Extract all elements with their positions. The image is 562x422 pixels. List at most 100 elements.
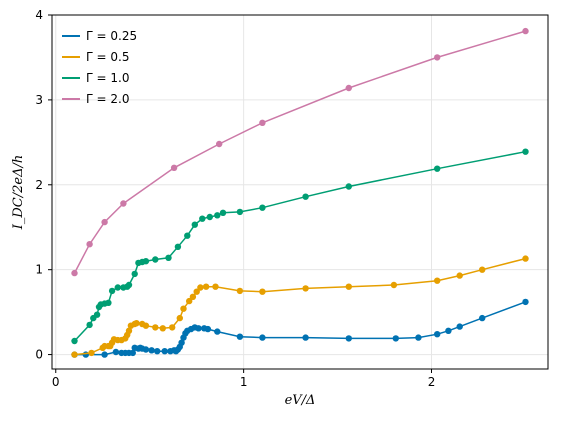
data-point xyxy=(161,348,168,355)
data-point xyxy=(186,297,193,305)
data-point xyxy=(129,349,136,357)
data-point xyxy=(174,243,182,250)
x-axis-label: eV/Δ xyxy=(285,393,316,408)
data-point xyxy=(259,119,266,127)
series-3 xyxy=(71,148,529,345)
data-point xyxy=(236,287,244,295)
data-point xyxy=(176,314,183,322)
data-point xyxy=(259,204,266,211)
data-point xyxy=(114,284,122,291)
data-point xyxy=(259,334,266,341)
data-point xyxy=(191,221,198,228)
data-point xyxy=(522,255,529,262)
grid xyxy=(52,14,548,369)
series-layer xyxy=(71,27,529,358)
legend-label: Γ = 0.25 xyxy=(86,29,137,43)
data-point xyxy=(259,288,266,295)
series-4 xyxy=(71,27,529,277)
data-point xyxy=(390,281,398,289)
data-point xyxy=(195,325,202,332)
data-point xyxy=(105,299,112,306)
data-point xyxy=(148,347,155,354)
data-point xyxy=(93,311,101,318)
data-point xyxy=(71,337,78,345)
y-tick-label: 3 xyxy=(35,93,43,107)
data-point xyxy=(456,272,463,279)
data-point xyxy=(108,287,116,295)
data-point xyxy=(189,293,197,300)
series-1 xyxy=(71,298,529,358)
data-point xyxy=(170,164,178,171)
data-point xyxy=(415,334,422,341)
data-point xyxy=(197,284,204,291)
data-point xyxy=(392,335,399,342)
data-point xyxy=(522,148,529,155)
data-point xyxy=(345,335,352,342)
data-point xyxy=(142,346,150,353)
data-point xyxy=(199,215,206,222)
data-point xyxy=(184,232,191,239)
data-point xyxy=(120,200,127,207)
data-point xyxy=(86,321,93,329)
data-point xyxy=(434,277,441,284)
data-point xyxy=(152,324,159,331)
data-point xyxy=(479,314,486,322)
data-point xyxy=(142,258,150,265)
series-line xyxy=(73,30,526,274)
data-point xyxy=(236,333,244,340)
data-point xyxy=(212,283,219,290)
data-point xyxy=(101,351,108,358)
data-point xyxy=(112,348,120,356)
series-line xyxy=(73,150,526,342)
data-point xyxy=(302,334,309,341)
data-point xyxy=(133,320,140,327)
data-point xyxy=(216,140,223,148)
data-point xyxy=(345,84,352,92)
y-tick-label: 1 xyxy=(35,263,43,277)
y-tick-label: 4 xyxy=(35,8,43,22)
data-point xyxy=(180,305,187,312)
data-point xyxy=(345,183,352,190)
data-point xyxy=(479,266,486,273)
data-point xyxy=(206,213,213,221)
data-point xyxy=(86,241,93,248)
legend-label: Γ = 2.0 xyxy=(86,92,129,106)
data-point xyxy=(456,323,463,330)
legend-label: Γ = 0.5 xyxy=(86,50,129,64)
y-axis-label: I_DC/2eΔ/h xyxy=(11,155,26,231)
data-point xyxy=(165,254,172,261)
legend: Γ = 0.25 Γ = 0.5 Γ = 1.0 Γ = 2.0 xyxy=(62,29,137,106)
data-point xyxy=(71,351,78,358)
data-point xyxy=(236,208,244,216)
data-point xyxy=(142,322,150,329)
ticks: 0 1 2 0 1 2 3 4 xyxy=(35,8,435,389)
data-point xyxy=(125,327,133,334)
data-point xyxy=(302,285,309,292)
y-tick-label: 0 xyxy=(35,348,43,362)
data-point xyxy=(214,328,221,335)
series-2 xyxy=(71,255,529,358)
data-point xyxy=(101,218,108,226)
data-point xyxy=(152,256,159,263)
plot-frame xyxy=(51,14,549,370)
x-tick-label: 2 xyxy=(428,375,436,389)
data-point xyxy=(434,331,441,338)
data-point xyxy=(522,27,529,35)
x-tick-label: 0 xyxy=(52,375,60,389)
data-point xyxy=(214,212,221,219)
data-point xyxy=(159,325,166,332)
data-point xyxy=(434,54,441,61)
data-point xyxy=(445,327,452,334)
data-point xyxy=(88,349,95,357)
data-point xyxy=(154,348,161,355)
data-point xyxy=(71,269,78,277)
data-point xyxy=(204,325,212,333)
data-point xyxy=(202,283,210,290)
data-point xyxy=(169,324,176,331)
x-tick-label: 1 xyxy=(240,375,248,389)
data-point xyxy=(345,283,352,290)
data-point xyxy=(82,351,90,358)
y-tick-label: 2 xyxy=(35,178,43,192)
data-point xyxy=(522,298,529,306)
